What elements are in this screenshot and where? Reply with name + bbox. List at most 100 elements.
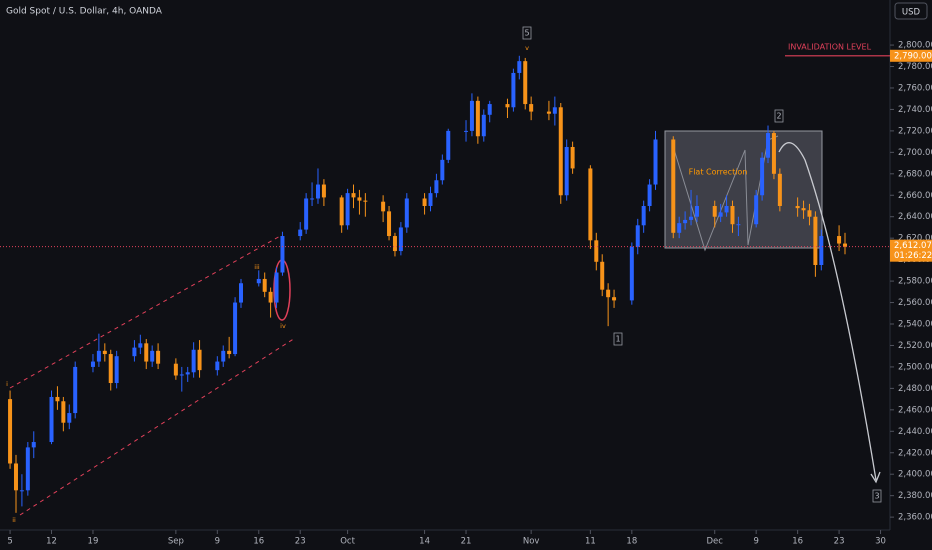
y-tick-label: 2,380.000: [898, 491, 932, 501]
candle-body: [564, 146, 569, 196]
candle-body: [61, 401, 66, 423]
candle-body: [114, 356, 119, 384]
candle-body: [517, 61, 522, 73]
candle-body: [90, 361, 95, 367]
candle-body: [132, 347, 137, 357]
y-tick-label: 2,500.000: [898, 362, 932, 372]
candle-body: [150, 350, 155, 362]
candle-body: [13, 463, 18, 491]
labels: 2,612.07501:26:222,790.000iiiiiiiv5v123: [0, 26, 932, 524]
y-tick-label: 2,660.000: [898, 191, 932, 201]
candle-body: [156, 350, 161, 364]
candle-body: [570, 146, 575, 169]
candle-body: [671, 139, 676, 233]
price-tag-box: [890, 239, 932, 262]
candle-body: [635, 225, 640, 247]
candle-body: [31, 442, 36, 448]
candle-body: [677, 223, 682, 233]
y-tick-label: 2,740.000: [898, 105, 932, 115]
y-tick-label: 2,720.000: [898, 126, 932, 136]
candle-body: [807, 210, 812, 217]
y-tick-label: 2,560.000: [898, 298, 932, 308]
candle-body: [653, 139, 658, 185]
y-tick-label: 2,760.000: [898, 83, 932, 93]
candle-body: [19, 490, 24, 492]
x-tick-label: 16: [792, 537, 803, 547]
candle-body: [138, 343, 143, 348]
candle-body: [464, 130, 469, 132]
candle-body: [712, 205, 717, 217]
candle-body: [197, 349, 202, 371]
candle-body: [629, 246, 634, 301]
candle-body: [588, 168, 593, 241]
x-tick-label: 21: [461, 537, 472, 547]
x-tick-label: 23: [834, 537, 845, 547]
candle-body: [718, 212, 723, 217]
chart-title: Gold Spot / U.S. Dollar, 4h, OANDA: [6, 7, 163, 17]
candle-body: [351, 193, 356, 198]
candle-body: [612, 297, 617, 301]
candle-body: [594, 240, 599, 262]
y-tick-label: 2,480.000: [898, 384, 932, 394]
y-tick-label: 2,420.000: [898, 448, 932, 458]
wave-label: v: [525, 44, 529, 52]
candle-body: [689, 216, 694, 220]
wave-label: 2: [776, 112, 781, 121]
x-tick-label: Sep: [168, 537, 184, 547]
wave-label: 3: [874, 492, 879, 501]
candle-body: [268, 291, 273, 303]
wave-label-box: [872, 489, 882, 503]
candle-body: [398, 227, 403, 252]
candle-body: [842, 243, 847, 247]
candle-body: [777, 173, 782, 206]
channel-lower: [19, 337, 296, 516]
candle-body: [606, 289, 611, 298]
candle-body: [422, 198, 427, 206]
candle-body: [25, 447, 30, 491]
wave-label: iv: [280, 322, 286, 330]
candle-body: [558, 107, 563, 196]
y-tick-label: 2,680.000: [898, 169, 932, 179]
projection-arrow: [778, 142, 877, 481]
y-tick-label: 2,460.000: [898, 405, 932, 415]
invalidation-label: INVALIDATION LEVEL: [788, 43, 872, 52]
candle-body: [173, 363, 178, 376]
x-tick-label: 19: [88, 537, 99, 547]
candle-body: [280, 236, 285, 273]
candle-body: [487, 104, 492, 115]
wave-label-box: [522, 26, 532, 40]
candle-body: [274, 272, 279, 303]
candle-body: [434, 180, 439, 194]
candle-body: [67, 413, 72, 423]
candle-body: [221, 350, 226, 362]
y-tick-label: 2,640.000: [898, 212, 932, 222]
candle-body: [304, 198, 309, 230]
candle-body: [428, 193, 433, 206]
x-tick-label: 16: [253, 537, 264, 547]
candle-body: [440, 159, 445, 181]
candle-body: [55, 396, 60, 402]
x-tick-label: 5: [7, 537, 12, 547]
candle-body: [96, 350, 101, 362]
candle-body: [144, 343, 149, 362]
candle-body: [233, 302, 238, 355]
candle-body: [511, 72, 516, 108]
candle-body: [239, 283, 244, 303]
candle-body: [227, 350, 232, 355]
candle-body: [736, 224, 741, 226]
candle-body: [647, 184, 652, 206]
wave-label: 5: [524, 29, 529, 38]
x-tick-label: 12: [46, 537, 57, 547]
candle-body: [108, 354, 113, 384]
candle-body: [102, 350, 107, 355]
x-tick-label: 9: [753, 537, 758, 547]
candle-body: [321, 184, 326, 198]
candle-body: [754, 195, 759, 225]
candle-body: [724, 205, 729, 213]
wave-label-box: [774, 109, 784, 123]
y-tick-label: 2,400.000: [898, 470, 932, 480]
candle-body: [215, 361, 220, 371]
price-tag: 2,612.075: [894, 241, 932, 251]
